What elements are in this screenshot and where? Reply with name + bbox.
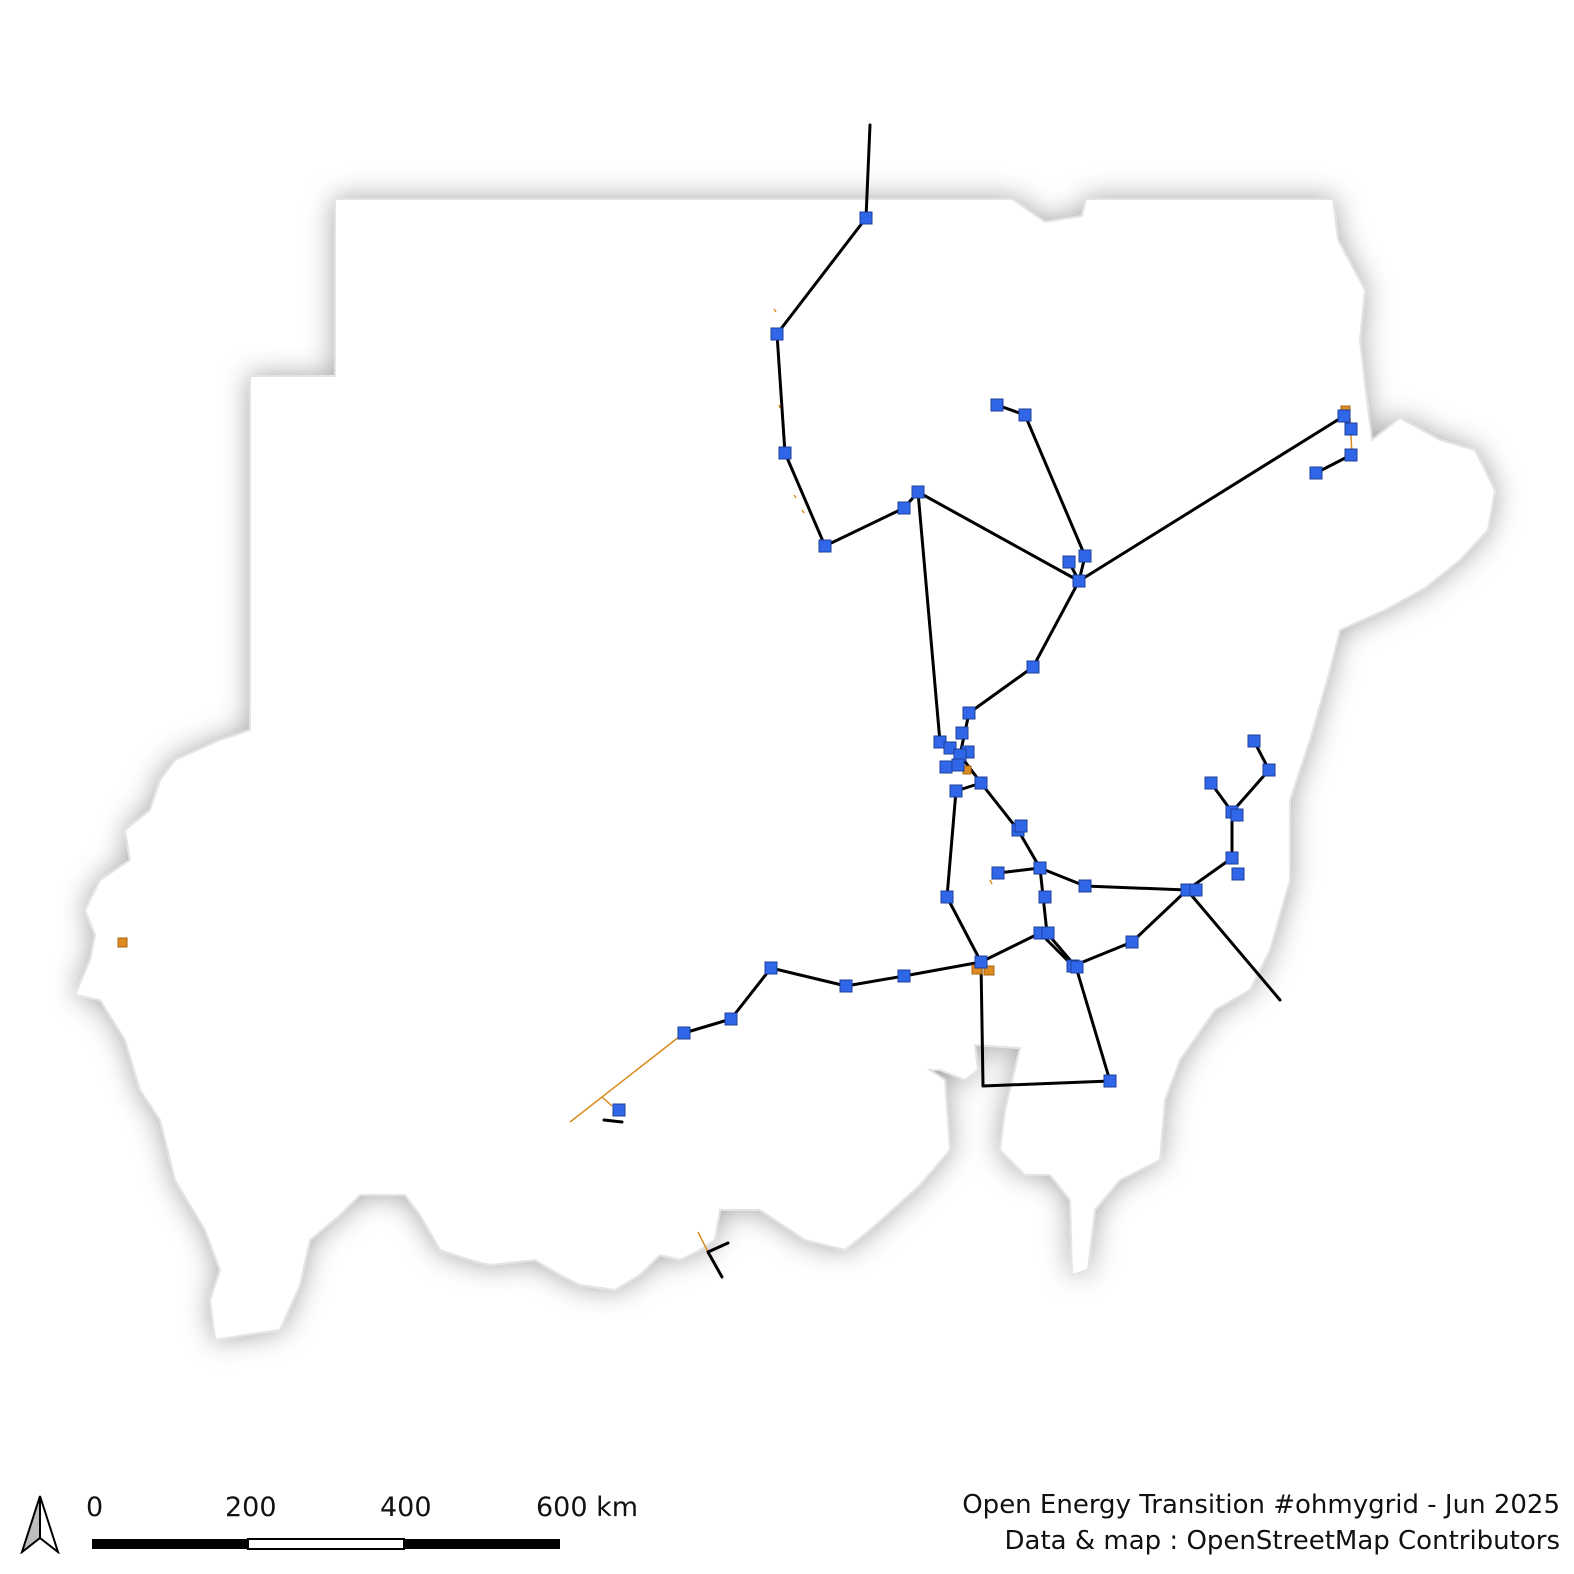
scale-tick-label-3: 600 km [536,1492,639,1523]
substation-marker [764,961,778,975]
scale-segment-2 [247,1538,405,1550]
credit-line-2: Data & map : OpenStreetMap Contributors [1004,1526,1560,1556]
substation-marker [612,1103,626,1117]
substation-marker [1344,422,1358,436]
substation-marker [839,979,853,993]
substation-marker [1033,861,1047,875]
scale-tick-label-1: 200 [225,1492,277,1523]
substation-marker [859,211,873,225]
substation-marker [974,955,988,969]
substation-marker [1125,935,1139,949]
substation-marker [1344,448,1358,462]
substation-marker [991,866,1005,880]
substation-marker [962,706,976,720]
substation-marker [1231,867,1245,881]
substation-marker [897,501,911,515]
substation-marker [951,758,965,772]
substation-marker [1041,926,1055,940]
substation-marker [990,398,1004,412]
substation-marker [940,890,954,904]
substation-marker [1078,879,1092,893]
scale-segment-1 [92,1539,248,1549]
substation-marker [1225,851,1239,865]
country-outline [73,198,1497,1342]
substation-marker [1230,808,1244,822]
substations [612,211,1358,1117]
substation-marker [974,776,988,790]
substation-marker [818,539,832,553]
substation-marker [1103,1074,1117,1088]
substation-marker [1070,960,1084,974]
substation-marker [943,741,957,755]
substation-marker [1018,408,1032,422]
substation-marker [1189,883,1203,897]
substation-marker [724,1012,738,1026]
substation-marker [770,327,784,341]
scale-bar [92,1538,560,1550]
substation-marker [1014,819,1028,833]
substation-marker [911,485,925,499]
credit-line-1: Open Energy Transition #ohmygrid - Jun 2… [962,1490,1560,1520]
substation-marker [1309,466,1323,480]
substation-marker [1026,660,1040,674]
substation-marker [778,446,792,460]
substation-marker [1262,763,1276,777]
scale-segment-3 [404,1539,560,1549]
substation-marker [949,784,963,798]
substation-marker [1062,555,1076,569]
substation-marker [677,1026,691,1040]
north-arrow-icon [20,1495,60,1554]
scale-tick-label-0: 0 [86,1492,104,1523]
minor-lines [569,308,1353,1253]
substation-marker [1072,574,1086,588]
scale-tick-label-2: 400 [380,1492,432,1523]
substation-marker [1337,409,1351,423]
substation-marker [1247,734,1261,748]
substation-marker [1204,776,1218,790]
substation-marker [1078,549,1092,563]
substation-marker [939,760,953,774]
substation-marker [1038,890,1052,904]
substation-marker [955,726,969,740]
substation-marker [897,969,911,983]
